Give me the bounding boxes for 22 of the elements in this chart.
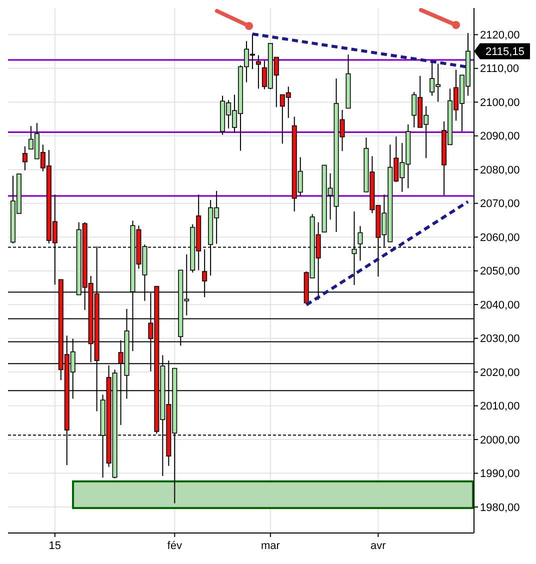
candlestick <box>256 54 261 90</box>
y-tick-label: 2070,00 <box>480 198 520 210</box>
x-tick-label: mar <box>260 540 280 552</box>
y-tick-label: 2040,00 <box>480 299 520 312</box>
y-tick-label: 2110,00 <box>480 63 519 76</box>
y-tick-label: 2000,00 <box>480 434 520 446</box>
y-tick-label: 2120,00 <box>480 30 520 42</box>
x-tick-label: 15 <box>48 540 62 552</box>
x-tick-label: avr <box>370 540 386 552</box>
y-tick-label: 2090,00 <box>480 130 520 143</box>
y-tick-label: 2100,00 <box>480 96 520 109</box>
y-tick-label: 2020,00 <box>480 366 520 379</box>
y-tick-label: 2060,00 <box>480 232 520 244</box>
text: 2115,15 <box>486 46 524 58</box>
x-tick-label: fév <box>167 540 182 552</box>
y-tick-label: 2030,00 <box>480 333 520 346</box>
y-tick-label: 2050,00 <box>480 266 520 278</box>
y-tick-label: 2010,00 <box>480 400 520 413</box>
y-tick-label: 2080,00 <box>480 164 520 176</box>
y-tick-label: 1980,00 <box>480 502 520 514</box>
candlestick <box>22 146 28 171</box>
y-tick-label: 1990,00 <box>480 468 520 480</box>
